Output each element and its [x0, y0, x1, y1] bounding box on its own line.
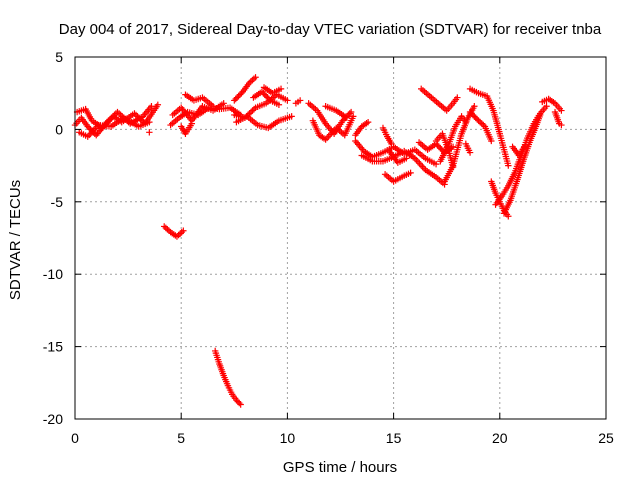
tick-labels: 0 5 10 15 20 25 5 0 -5 -10 -15 -20 [43, 49, 614, 446]
data-point [346, 110, 353, 117]
x-tick-label: 10 [280, 430, 296, 446]
data-point [472, 114, 479, 122]
data-point [84, 123, 91, 130]
axis-ticks [74, 56, 607, 420]
data-point [471, 113, 478, 120]
data-point [435, 143, 443, 150]
data-point [473, 116, 481, 123]
data-point [388, 140, 395, 148]
data-point [261, 91, 268, 98]
data-point [236, 399, 243, 407]
data-point [138, 117, 146, 124]
data-point [132, 111, 140, 119]
x-axis-label: GPS time / hours [283, 459, 397, 476]
data-point [284, 97, 291, 104]
data-point [209, 103, 217, 110]
y-tick-label: -5 [51, 194, 64, 210]
data-point [231, 97, 238, 104]
plot-frame [74, 56, 607, 420]
data-point [343, 114, 351, 122]
data-point [265, 95, 273, 103]
data-point [137, 116, 144, 123]
y-tick-label: 0 [55, 121, 63, 137]
data-point [466, 149, 474, 156]
data-point [543, 103, 550, 110]
x-tick-label: 15 [386, 430, 402, 446]
data-point [350, 113, 357, 120]
data-point [134, 113, 141, 120]
data-point [469, 111, 477, 119]
data-point [558, 107, 565, 114]
data-point [437, 145, 444, 152]
x-tick-label: 5 [177, 430, 185, 446]
y-axis-label: SDTVAR / TECUs [7, 180, 24, 300]
data-point [154, 101, 162, 108]
data-point [232, 95, 239, 103]
data-point [347, 108, 355, 116]
data-point [536, 111, 544, 119]
data-point [403, 155, 410, 162]
data-point [449, 143, 457, 150]
y-tick-label: 5 [55, 49, 63, 65]
data-point [339, 117, 346, 124]
data-point [233, 94, 241, 101]
data-point [468, 110, 475, 117]
data-point [233, 396, 240, 404]
data-point [505, 213, 512, 220]
data-point [364, 118, 372, 126]
data-point [250, 105, 258, 113]
data-point [558, 121, 565, 129]
chart-title: Day 004 of 2017, Sidereal Day-to-day VTE… [59, 21, 602, 38]
x-tick-label: 25 [598, 430, 614, 446]
data-point [407, 169, 414, 177]
data-markers [71, 74, 565, 408]
data-point [131, 110, 138, 117]
data-point [277, 85, 285, 93]
data-point [234, 398, 242, 405]
data-point [235, 92, 242, 100]
data-point [237, 401, 244, 408]
data-point [275, 101, 283, 108]
data-point [454, 94, 461, 101]
data-point [288, 113, 295, 120]
y-tick-label: -15 [43, 339, 63, 355]
data-point [220, 100, 227, 107]
data-point [236, 91, 244, 98]
data-point [505, 162, 512, 169]
data-point [188, 120, 196, 127]
data-point [262, 92, 270, 100]
data-point [522, 142, 529, 149]
data-point [258, 88, 266, 95]
data-point [466, 108, 474, 116]
data-point [146, 118, 153, 126]
data-point [434, 142, 441, 149]
x-tick-label: 20 [492, 430, 508, 446]
y-tick-label: -10 [43, 266, 63, 282]
data-point [247, 108, 255, 116]
data-point [249, 107, 256, 114]
data-point [462, 118, 470, 126]
data-point [146, 129, 153, 136]
x-tick-label: 0 [71, 430, 79, 446]
y-tick-label: -20 [43, 411, 63, 427]
data-point [252, 74, 259, 81]
data-point [85, 124, 93, 132]
data-point [180, 227, 187, 234]
data-point [488, 137, 495, 145]
data-point [264, 94, 271, 101]
data-point [260, 90, 267, 97]
data-point [471, 103, 478, 110]
data-point [432, 160, 440, 168]
data-point [449, 163, 457, 171]
data-point [296, 97, 304, 104]
data-point [135, 114, 143, 122]
